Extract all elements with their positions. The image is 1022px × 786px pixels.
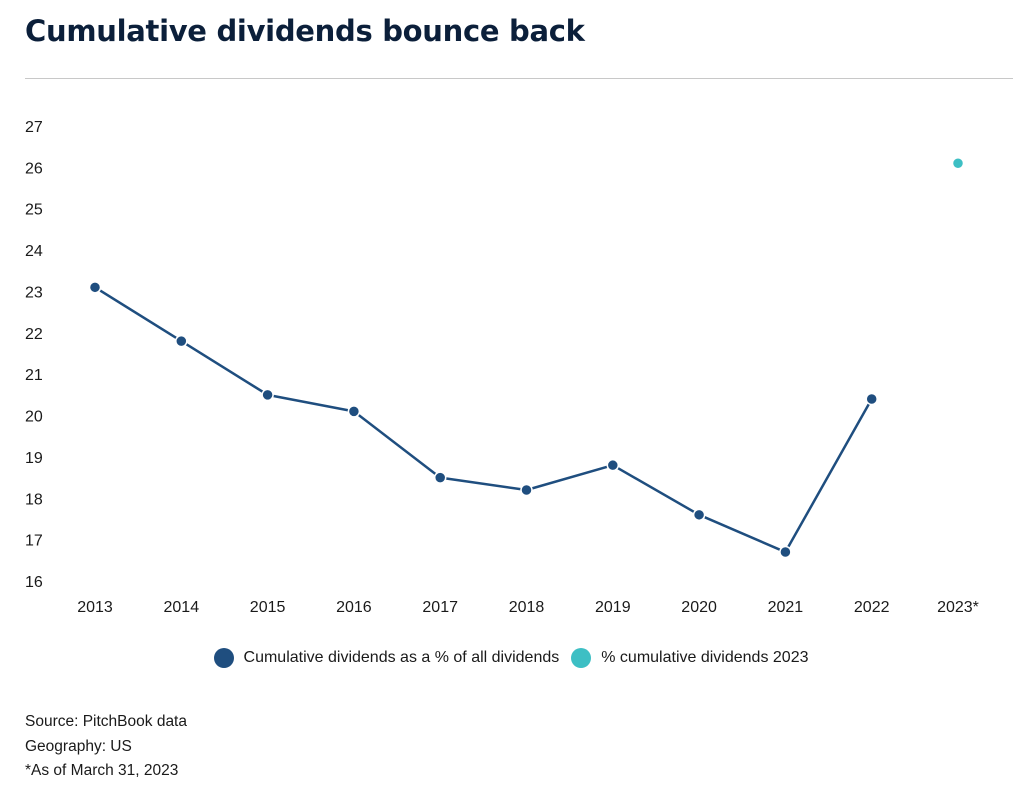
y-tick-label: 16 [25, 574, 43, 591]
x-tick-label: 2019 [595, 599, 631, 616]
data-point-2023 [951, 156, 965, 170]
legend-label-main: Cumulative dividends as a % of all divid… [243, 649, 560, 666]
legend-item-2023: % cumulative dividends 2023 [571, 648, 808, 668]
y-tick-label: 19 [25, 450, 43, 467]
chart-title: Cumulative dividends bounce back [25, 14, 585, 48]
footnotes: Source: PitchBook data Geography: US *As… [25, 710, 187, 784]
legend-swatch-main [213, 648, 234, 668]
data-point [347, 405, 361, 418]
data-point [175, 334, 188, 348]
chart-legend: Cumulative dividends as a % of all divid… [0, 646, 1022, 670]
y-tick-label: 20 [25, 409, 43, 426]
x-tick-label: 2017 [422, 599, 458, 616]
legend-label-2023: % cumulative dividends 2023 [601, 649, 809, 666]
y-tick-label: 26 [25, 160, 43, 177]
x-tick-label: 2020 [681, 599, 717, 616]
data-point [261, 388, 274, 402]
y-tick-label: 21 [25, 367, 43, 384]
data-point [433, 471, 447, 484]
x-tick-label: 2023* [937, 599, 979, 616]
x-tick-label: 2018 [509, 599, 545, 616]
series-line [94, 286, 873, 554]
y-tick-label: 23 [25, 284, 43, 301]
y-tick-label: 25 [25, 202, 43, 219]
legend-item-main: Cumulative dividends as a % of all divid… [213, 648, 560, 668]
x-tick-label: 2022 [854, 599, 890, 616]
geography-note: Geography: US [25, 737, 132, 755]
data-point [606, 458, 620, 472]
data-point [520, 483, 533, 497]
y-tick-label: 22 [25, 326, 43, 343]
legend-swatch-2023 [571, 648, 592, 668]
data-point [692, 508, 706, 522]
x-tick-label: 2021 [768, 599, 804, 616]
data-point [865, 392, 878, 406]
y-tick-label: 24 [25, 243, 43, 260]
y-tick-label: 17 [25, 533, 43, 550]
x-tick-label: 2013 [77, 599, 113, 616]
y-tick-label: 27 [25, 119, 43, 136]
data-point [779, 545, 792, 559]
y-tick-label: 18 [25, 491, 43, 508]
title-divider [25, 78, 1013, 79]
as-of-note: *As of March 31, 2023 [25, 762, 179, 779]
x-tick-label: 2014 [164, 599, 200, 616]
data-point [88, 281, 102, 294]
x-tick-label: 2016 [336, 599, 372, 616]
x-tick-label: 2015 [250, 599, 286, 616]
source-note: Source: PitchBook data [25, 713, 187, 730]
